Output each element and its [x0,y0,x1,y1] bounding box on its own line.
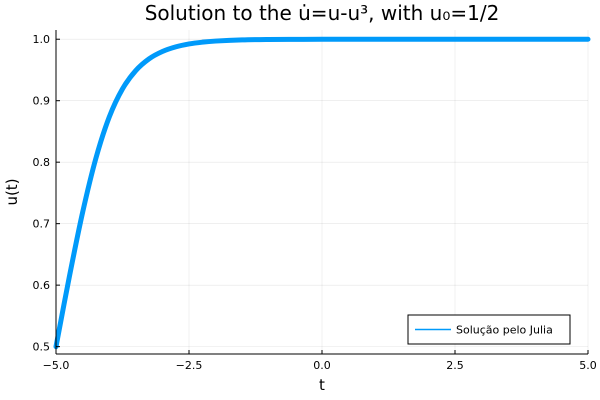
x-tick-label: 5.0 [579,359,597,372]
y-tick-label: 0.5 [33,341,51,354]
y-tick-label: 0.6 [33,279,51,292]
y-tick-label: 1.0 [33,33,51,46]
x-axis-label: t [319,376,325,394]
x-tick-label: 0.0 [313,359,331,372]
y-tick-label: 0.7 [33,218,51,231]
y-tick-label: 0.8 [33,156,51,169]
chart-title: Solution to the u̇=u-u³, with u₀=1/2 [145,1,500,25]
series-layer [53,36,591,350]
grid [55,30,589,354]
y-tick-label: 0.9 [33,95,51,108]
x-tick-label: −5.0 [43,359,70,372]
x-tick-label: 2.5 [446,359,464,372]
series-line [53,36,591,350]
legend-label: Solução pelo Julia [456,324,553,337]
legend: Solução pelo Julia [407,314,571,345]
x-tick-label: −2.5 [176,359,203,372]
y-axis-label: u(t) [3,178,21,205]
ticks: −5.0 −2.5 0.0 2.5 5.0 0.5 0.6 0.7 0.8 0.9 1.0 [33,33,597,372]
